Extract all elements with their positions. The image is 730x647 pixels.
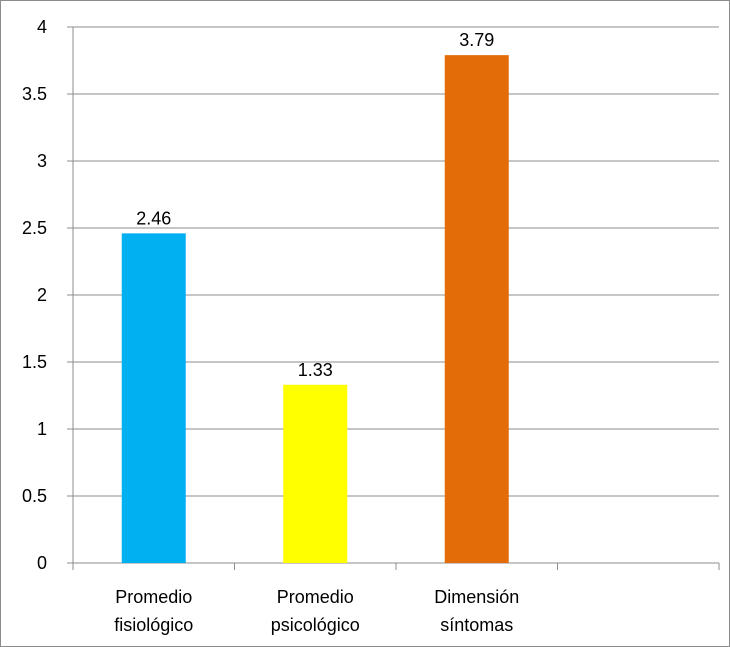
data-label: 2.46 — [136, 208, 171, 228]
x-category-label: psicológico — [271, 615, 360, 635]
y-tick-label: 4 — [37, 17, 47, 37]
x-category-label: Promedio — [115, 587, 192, 607]
y-tick-label: 0 — [37, 553, 47, 573]
bar — [121, 233, 186, 564]
data-label: 1.33 — [298, 360, 333, 380]
x-category-label: fisiológico — [114, 615, 193, 635]
x-category-label: síntomas — [440, 615, 513, 635]
x-category-label: Dimensión — [434, 587, 519, 607]
y-tick-label: 2.5 — [22, 218, 47, 238]
bar — [283, 384, 348, 563]
data-label: 3.79 — [459, 30, 494, 50]
y-tick-label: 0.5 — [22, 486, 47, 506]
labels: 0 0.5 1 1.5 2 2.5 3 3.5 4 2.46 Promedio fisiológico… — [22, 17, 519, 635]
y-tick-label: 3 — [37, 151, 47, 171]
y-tick-label: 2 — [37, 285, 47, 305]
x-category-label: Promedio — [277, 587, 354, 607]
bars — [121, 55, 509, 564]
y-tick-label: 1.5 — [22, 352, 47, 372]
y-tick-label: 1 — [37, 419, 47, 439]
y-tick-label: 3.5 — [22, 84, 47, 104]
bar — [444, 55, 509, 563]
